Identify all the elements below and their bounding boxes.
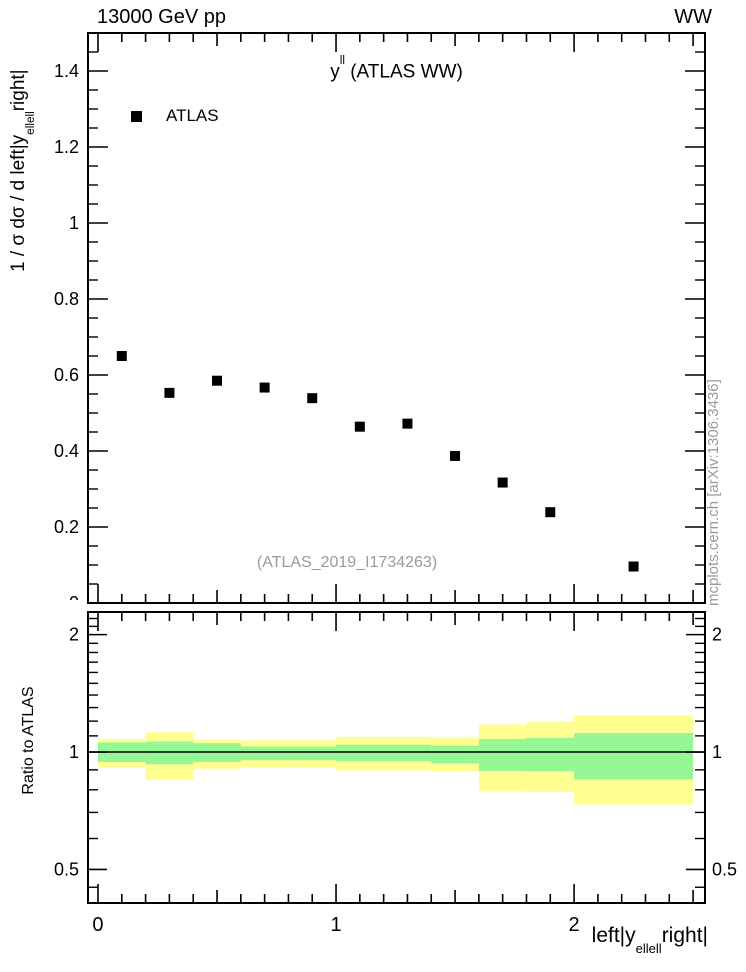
plot-title: yll (ATLAS WW) (88, 54, 705, 83)
main-y-axis-title-subscript: ellell (24, 111, 38, 135)
green-uncertainty-band (478, 738, 527, 771)
data-point-marker (259, 382, 270, 393)
data-point-marker (212, 375, 223, 386)
main-y-axis-title-suffix: right| (8, 69, 29, 112)
svg-text:0: 0 (69, 593, 79, 613)
data-point-marker (628, 561, 639, 572)
svg-text:0.4: 0.4 (54, 441, 79, 461)
axis-ticks (88, 33, 705, 903)
x-tick-labels: 0 1 2 (92, 914, 579, 936)
data-point-marker (116, 351, 127, 361)
data-point-marker (497, 477, 508, 488)
svg-text:2: 2 (712, 625, 722, 645)
svg-text:0.2: 0.2 (54, 517, 79, 537)
svg-text:0: 0 (92, 914, 103, 936)
x-axis-title-suffix: right| (661, 924, 708, 947)
svg-text:0.8: 0.8 (54, 289, 79, 309)
ratio-bands (88, 715, 705, 805)
svg-text:2: 2 (69, 625, 79, 645)
legend: ATLAS (131, 106, 219, 126)
svg-text:1: 1 (69, 213, 79, 233)
svg-text:2: 2 (569, 914, 580, 936)
green-uncertainty-band (526, 737, 575, 772)
legend-label: ATLAS (166, 106, 219, 125)
plot-title-superscript: ll (339, 53, 345, 67)
ratio-y-tick-labels: 0.5 0.5 1 1 2 2 (54, 625, 737, 880)
green-uncertainty-band (288, 746, 337, 761)
main-y-axis-title-prefix: 1 / σ dσ / d left|y (8, 134, 29, 272)
analysis-watermark: (ATLAS_2019_I1734263) (256, 554, 438, 571)
svg-text:0.5: 0.5 (54, 859, 79, 879)
beam-energy-label: 13000 GeV pp (97, 6, 226, 28)
data-point-marker (545, 507, 556, 518)
plot-title-rest: (ATLAS WW) (344, 61, 463, 83)
x-axis-title-prefix: left|y (591, 924, 636, 947)
green-uncertainty-band (574, 732, 694, 780)
green-uncertainty-band (145, 741, 194, 765)
green-uncertainty-band (240, 746, 289, 761)
green-uncertainty-band (383, 744, 432, 762)
svg-text:1: 1 (69, 742, 79, 762)
atlas-marker-icon (131, 110, 142, 122)
x-axis-title: left|yellellright| (448, 924, 708, 956)
svg-text:1.4: 1.4 (54, 61, 79, 81)
main-y-tick-labels: 0 0.2 0.4 0.6 0.8 1 1.2 1.4 (54, 61, 79, 613)
x-axis-title-subscript: ellell (635, 941, 662, 957)
data-points (116, 351, 639, 572)
main-y-axis-title: 1 / σ dσ / d left|yellellright| (8, 22, 37, 272)
svg-text:0.5: 0.5 (712, 859, 737, 879)
data-point-marker (354, 421, 365, 432)
data-point-marker (402, 418, 413, 429)
svg-text:0.6: 0.6 (54, 365, 79, 385)
svg-text:1: 1 (712, 742, 722, 762)
mcplots-credit: mcplots.cern.ch [arXiv:1306.3436] (705, 379, 722, 606)
data-point-marker (164, 387, 175, 398)
data-point-marker (450, 450, 461, 461)
process-label: WW (674, 6, 712, 28)
green-uncertainty-band (336, 744, 384, 762)
ratio-y-axis-title: Ratio to ATLAS (20, 686, 37, 795)
svg-text:1: 1 (330, 914, 341, 936)
green-uncertainty-band (431, 745, 479, 764)
svg-text:1.2: 1.2 (54, 137, 79, 157)
data-point-marker (307, 393, 318, 404)
plot-title-base: y (330, 61, 340, 83)
